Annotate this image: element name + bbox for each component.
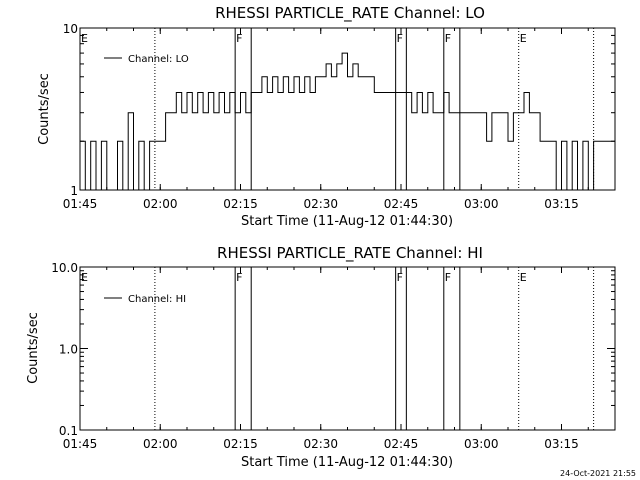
- plot-frame: [79, 27, 616, 191]
- lo-channel-panel: RHESSI PARTICLE_RATE Channel: LO 01:45 02…: [37, 4, 616, 229]
- event-marker-label: F: [397, 271, 403, 284]
- chart-title: RHESSI PARTICLE_RATE Channel: HI: [217, 244, 483, 263]
- x-axis-label: Start Time (11-Aug-12 01:44:30): [241, 214, 453, 229]
- legend-label: Channel: HI: [128, 294, 186, 305]
- legend-label: Channel: LO: [128, 54, 189, 65]
- x-tick-label: 02:15: [223, 437, 258, 451]
- x-tick-label: 02:30: [303, 437, 338, 451]
- axis-ticks: 01:45 02:00 02:15 02:30 02:45 03:00 03:15 1 10: [63, 22, 616, 211]
- x-axis-label: Start Time (11-Aug-12 01:44:30): [241, 455, 453, 470]
- x-tick-label: 03:15: [544, 197, 579, 211]
- legend: Channel: HI: [104, 294, 186, 305]
- y-axis-label: Counts/sec: [37, 73, 52, 145]
- x-tick-label: 02:15: [223, 197, 258, 211]
- x-tick-label: 02:30: [303, 197, 338, 211]
- event-marker-label: F: [445, 32, 451, 45]
- y-axis-label: Counts/sec: [26, 312, 41, 384]
- x-tick-label: 02:45: [384, 437, 419, 451]
- event-marker-label: E: [81, 32, 88, 45]
- event-marker-label: E: [520, 32, 527, 45]
- x-tick-label: 01:45: [63, 437, 98, 451]
- event-marker-label: F: [397, 32, 403, 45]
- x-tick-label: 03:00: [464, 197, 499, 211]
- y-tick-label: 0.1: [59, 424, 78, 438]
- event-marker-label: E: [81, 271, 88, 284]
- y-tick-label: 1: [70, 184, 78, 198]
- hi-channel-panel: RHESSI PARTICLE_RATE Channel: HI 01:45 02…: [26, 244, 616, 470]
- x-tick-label: 03:00: [464, 437, 499, 451]
- x-tick-label: 01:45: [63, 197, 98, 211]
- legend: Channel: LO: [104, 54, 189, 65]
- event-marker-label: F: [236, 32, 242, 45]
- axis-ticks: 01:45 02:00 02:15 02:30 02:45 03:00 03:15 0.1 1.…: [51, 261, 616, 451]
- series-line-lo: [80, 52, 615, 191]
- y-tick-label: 10.0: [51, 261, 78, 275]
- y-tick-label: 10: [63, 22, 78, 36]
- chart-title: RHESSI PARTICLE_RATE Channel: LO: [215, 4, 485, 23]
- footer-timestamp: 24-Oct-2021 21:55: [560, 469, 636, 478]
- y-tick-label: 1.0: [59, 343, 78, 357]
- event-marker-label: F: [445, 271, 451, 284]
- x-tick-label: 02:00: [143, 197, 178, 211]
- x-tick-label: 02:45: [384, 197, 419, 211]
- event-marker-label: E: [520, 271, 527, 284]
- series-layer: [80, 52, 615, 191]
- x-tick-label: 02:00: [143, 437, 178, 451]
- event-marker-label: F: [236, 271, 242, 284]
- plot-frame: [79, 266, 616, 431]
- x-tick-label: 03:15: [544, 437, 579, 451]
